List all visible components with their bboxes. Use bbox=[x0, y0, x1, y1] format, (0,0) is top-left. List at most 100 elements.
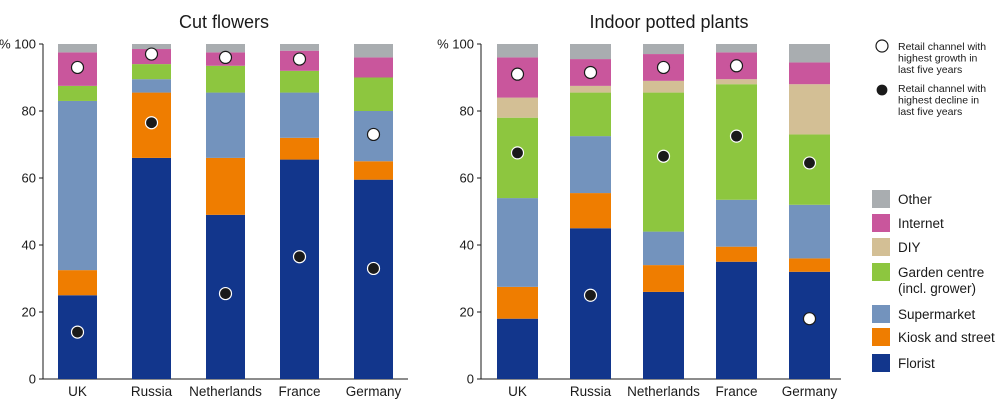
legend-item-label-line2: (incl. grower) bbox=[898, 281, 976, 296]
growth-marker-france bbox=[292, 52, 307, 66]
bar-segment-other-germany bbox=[354, 44, 393, 58]
bar-segment-supermarket-germany bbox=[789, 204, 830, 259]
bar-segment-kiosk-and-street-uk bbox=[58, 270, 97, 296]
bar-segment-supermarket-russia bbox=[570, 136, 611, 194]
bar-segment-internet-germany bbox=[789, 62, 830, 85]
y-tick-label: 20 bbox=[22, 305, 36, 320]
chart-title: Cut flowers bbox=[179, 12, 269, 32]
bar-segment-other-france bbox=[280, 44, 319, 51]
bar-segment-florist-france bbox=[280, 159, 319, 379]
decline-marker-germany bbox=[366, 261, 381, 276]
legend-swatch-garden-centre bbox=[872, 263, 890, 281]
bar-segment-supermarket-netherlands bbox=[643, 231, 684, 266]
decline-marker-netherlands bbox=[218, 286, 233, 301]
x-category-label: UK bbox=[508, 384, 527, 399]
y-tick-label: % 100 bbox=[437, 37, 474, 52]
growth-marker-uk bbox=[70, 60, 85, 75]
bar-segment-supermarket-uk bbox=[497, 198, 538, 287]
y-tick-label: 40 bbox=[22, 238, 36, 253]
bar-segment-garden-centre-france bbox=[280, 70, 319, 93]
y-tick-label: 60 bbox=[460, 171, 474, 186]
bar-segment-supermarket-uk bbox=[58, 100, 97, 271]
legend-swatch-internet bbox=[872, 214, 890, 232]
bar-segment-other-france bbox=[716, 44, 757, 53]
growth-marker-netherlands bbox=[656, 60, 671, 75]
y-tick-label: 60 bbox=[22, 171, 36, 186]
y-tick-label: 0 bbox=[467, 372, 474, 387]
y-tick-label: 80 bbox=[460, 104, 474, 119]
growth-marker-france bbox=[729, 59, 744, 73]
growth-marker-netherlands bbox=[218, 50, 233, 65]
x-category-label: Germany bbox=[782, 384, 838, 399]
chart-title: Indoor potted plants bbox=[589, 12, 748, 32]
bar-segment-florist-germany bbox=[789, 271, 830, 379]
legend-item-label: Kiosk and street bbox=[898, 330, 995, 345]
x-category-label: Netherlands bbox=[627, 384, 700, 399]
legend-growth-label: Retail channel with bbox=[898, 41, 986, 53]
bar-segment-kiosk-and-street-germany bbox=[789, 258, 830, 272]
bar-segment-diy-france bbox=[716, 79, 757, 85]
bar-segment-kiosk-and-street-germany bbox=[354, 161, 393, 180]
bar-segment-other-netherlands bbox=[643, 44, 684, 55]
decline-marker-germany bbox=[802, 156, 817, 170]
y-tick-label: 40 bbox=[460, 238, 474, 253]
y-tick-label: % 100 bbox=[0, 37, 36, 52]
legend-swatch-florist bbox=[872, 354, 890, 372]
bar-segment-florist-netherlands bbox=[643, 291, 684, 379]
legend-item-label: Other bbox=[898, 192, 932, 207]
y-tick-label: 20 bbox=[460, 305, 474, 320]
bar-segment-florist-uk bbox=[497, 318, 538, 379]
x-category-label: Netherlands bbox=[189, 384, 262, 399]
bar-segment-other-russia bbox=[570, 44, 611, 60]
bar-segment-kiosk-and-street-uk bbox=[497, 286, 538, 319]
bar-segment-garden-centre-netherlands bbox=[206, 65, 245, 93]
chart-panel-cut-flowers: Cut flowers 0 20 40 60 80 % 100 UK Russia Netherl… bbox=[0, 12, 408, 399]
decline-marker-france bbox=[729, 129, 744, 143]
bar-segment-kiosk-and-street-netherlands bbox=[643, 265, 684, 292]
legend-growth-marker bbox=[875, 39, 889, 53]
x-category-label: France bbox=[715, 384, 757, 399]
legend-swatch-kiosk-and-street bbox=[872, 328, 890, 346]
bar-segment-supermarket-france bbox=[280, 92, 319, 138]
legend-growth-label: highest growth in bbox=[898, 53, 978, 65]
bar-segment-kiosk-and-street-russia bbox=[570, 193, 611, 229]
bar-segment-diy-germany bbox=[789, 84, 830, 135]
x-category-label: Russia bbox=[131, 384, 173, 399]
legend-item-label: Supermarket bbox=[898, 307, 976, 322]
bar-segment-garden-centre-germany bbox=[789, 134, 830, 205]
growth-marker-uk bbox=[510, 67, 525, 81]
y-tick-label: 0 bbox=[29, 372, 36, 387]
y-tick-label: 80 bbox=[22, 104, 36, 119]
bar-segment-other-uk bbox=[58, 44, 97, 53]
x-category-label: Russia bbox=[570, 384, 612, 399]
legend-swatch-supermarket bbox=[872, 305, 890, 323]
legend-growth-label: last five years bbox=[898, 64, 962, 76]
legend-swatch-other bbox=[872, 190, 890, 208]
decline-marker-uk bbox=[70, 325, 85, 339]
bar-segment-other-netherlands bbox=[206, 44, 245, 53]
bar-segment-kiosk-and-street-france bbox=[716, 246, 757, 262]
bar-segment-garden-centre-germany bbox=[354, 77, 393, 111]
legend-swatch-diy bbox=[872, 238, 890, 256]
x-category-label: Germany bbox=[346, 384, 402, 399]
bar-segment-supermarket-netherlands bbox=[206, 92, 245, 158]
bar-segment-other-russia bbox=[132, 44, 171, 50]
bar-segment-other-germany bbox=[789, 44, 830, 63]
legend-decline-label: Retail channel with bbox=[898, 83, 986, 95]
decline-marker-netherlands bbox=[656, 149, 671, 163]
bar-segment-florist-russia bbox=[570, 228, 611, 379]
bar-segment-kiosk-and-street-netherlands bbox=[206, 157, 245, 215]
bar-segment-garden-centre-russia bbox=[132, 64, 171, 80]
bar-segment-garden-centre-russia bbox=[570, 92, 611, 137]
bar-segment-diy-uk bbox=[497, 97, 538, 118]
decline-marker-russia bbox=[144, 116, 159, 130]
bar-segment-kiosk-and-street-france bbox=[280, 137, 319, 160]
chart-panel-indoor-potted-plants: Indoor potted plants 0 20 40 60 80 % 100 UK Russ… bbox=[437, 12, 841, 399]
decline-marker-france bbox=[292, 250, 307, 264]
bar-segment-supermarket-russia bbox=[132, 79, 171, 93]
bar-segment-other-uk bbox=[497, 44, 538, 58]
growth-marker-russia bbox=[583, 65, 598, 80]
legend-item-label: Garden centre bbox=[898, 265, 984, 280]
